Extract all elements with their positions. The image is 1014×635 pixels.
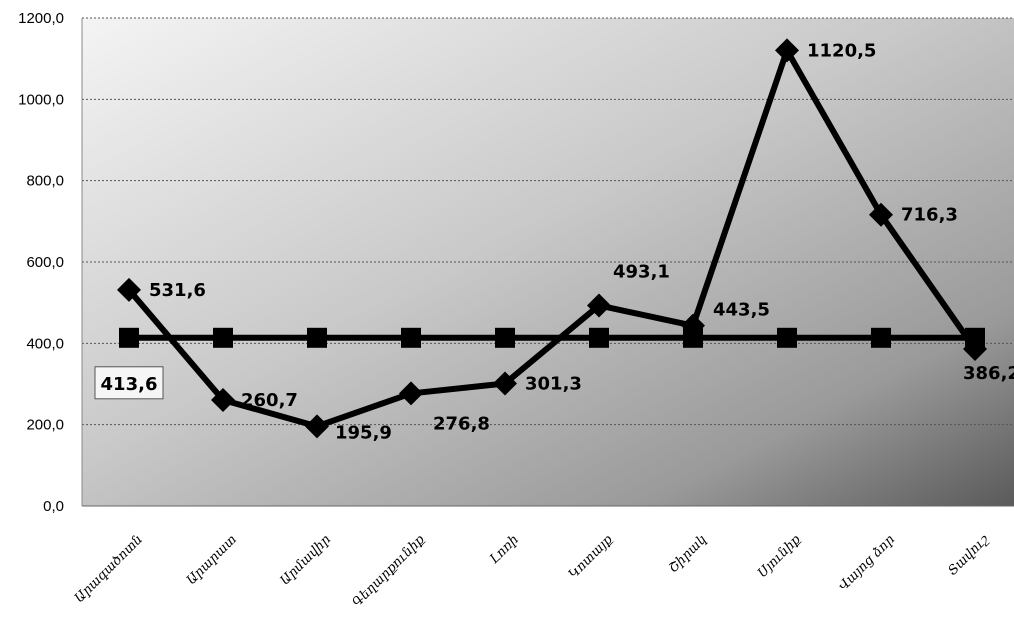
data-label: 531,6 [149,280,206,301]
average-point [401,327,421,348]
average-point [683,327,703,348]
data-label: 493,1 [613,261,670,282]
y-tick-label: 0,0 [43,498,64,515]
data-point [587,293,611,318]
data-label: 301,3 [525,373,582,394]
data-point [493,371,517,396]
average-point [777,327,797,348]
data-point [963,336,987,361]
y-tick-label: 1000,0 [18,91,64,108]
y-axis: 0,0 200,0 400,0 600,0 800,0 1000,0 1200,0 [18,10,64,515]
data-point [775,38,799,63]
y-tick-label: 800,0 [26,173,64,190]
x-tick-label: Կոտայք [566,532,616,582]
y-tick-label: 200,0 [26,417,64,434]
data-point [305,414,329,439]
main-series-line [126,47,978,430]
data-label: 1120,5 [807,40,876,61]
series-group [117,38,987,439]
data-point [869,202,893,227]
data-point [211,387,235,412]
data-point [117,277,141,302]
x-tick-label: Լոռի [487,532,522,567]
x-tick-label: Արմավիր [278,532,334,588]
average-label-box [94,366,164,400]
average-point [213,327,233,348]
x-tick-label: Տավուշ [945,532,992,579]
average-point [119,327,139,348]
x-tick-label: Վայոց ձոր [836,532,898,594]
y-tick-label: 1200,0 [18,10,64,27]
data-label: 386,2 [963,363,1014,384]
average-point [307,327,327,348]
y-tick-label: 600,0 [26,254,64,271]
x-tick-label: Սյունիք [755,532,804,581]
data-point [681,313,705,338]
data-label: 276,8 [433,413,490,434]
average-data-label: 413,6 [101,374,158,395]
average-point [495,327,515,348]
x-tick-label: Շիրակ [666,532,710,576]
y-tick-label: 400,0 [26,335,64,352]
data-point [399,381,423,406]
x-tick-label: Արարատ [184,532,240,588]
x-tick-label: Արագածոտն [72,532,146,606]
average-point [871,327,891,348]
data-label: 260,7 [241,390,298,411]
data-label: 195,9 [335,422,392,443]
data-label: 716,3 [901,205,958,226]
data-labels: 531,6 260,7 195,9 276,8 301,3 493,1 443,5 1120,… [94,40,1014,443]
x-tick-label: Գեղարքունիք [350,532,428,610]
average-point [589,327,609,348]
data-label: 443,5 [713,300,770,321]
